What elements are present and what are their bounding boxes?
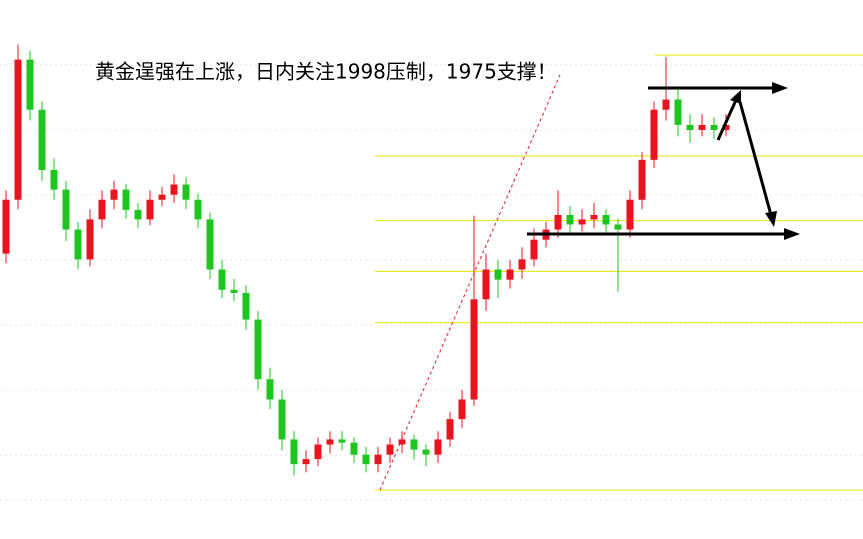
- candle-body: [2, 199, 10, 254]
- candle-body: [554, 214, 562, 230]
- candle-body: [434, 439, 442, 455]
- candle-body: [638, 159, 646, 200]
- candle-body: [662, 99, 670, 110]
- candle-body: [110, 189, 118, 200]
- candle-body: [14, 59, 22, 200]
- candle-body: [266, 379, 274, 400]
- arrows: [527, 82, 800, 240]
- candle-body: [602, 214, 610, 225]
- background-grid: [0, 64, 863, 501]
- candle-body: [590, 214, 598, 220]
- candle-body: [326, 439, 334, 445]
- candle-body: [350, 442, 358, 455]
- candle-body: [86, 219, 94, 260]
- candle-body: [530, 239, 538, 260]
- candle-body: [614, 224, 622, 230]
- candle-body: [230, 289, 238, 293]
- candle-body: [518, 259, 526, 270]
- candle-body: [254, 319, 262, 380]
- candle-body: [446, 419, 454, 440]
- candle-body: [458, 399, 466, 420]
- chart-title: 黄金逞强在上涨，日内关注1998压制，1975支撑！: [95, 60, 557, 84]
- candle-body: [194, 199, 202, 220]
- trend-line: [379, 74, 561, 491]
- candle-body: [470, 299, 478, 400]
- candle-body: [626, 199, 634, 230]
- candle-body: [206, 219, 214, 270]
- candle-body: [182, 184, 190, 200]
- candle-body: [566, 214, 574, 225]
- candle-body: [134, 209, 142, 220]
- candle-body: [158, 194, 166, 200]
- candle-body: [422, 449, 430, 455]
- candle-body: [146, 199, 154, 220]
- candle-body: [98, 199, 106, 220]
- candle-body: [218, 269, 226, 290]
- candle-body: [686, 124, 694, 130]
- candle-body: [302, 459, 310, 465]
- candle-body: [38, 109, 46, 170]
- candle-body: [362, 454, 370, 465]
- candle-body: [242, 292, 250, 320]
- candle-body: [338, 439, 346, 443]
- candle-body: [398, 439, 406, 445]
- candle-body: [482, 269, 490, 300]
- candle-body: [650, 109, 658, 160]
- candle-body: [698, 124, 706, 130]
- candle-body: [170, 184, 178, 195]
- candle-body: [674, 99, 682, 125]
- candle-body: [26, 59, 34, 110]
- candle-body: [494, 269, 502, 280]
- candle-body: [722, 124, 730, 130]
- candle-body: [50, 169, 58, 190]
- candle-body: [506, 269, 514, 280]
- candle-body: [62, 189, 70, 230]
- candle-body: [74, 229, 82, 260]
- candle-body: [386, 444, 394, 455]
- candle-body: [374, 454, 382, 465]
- candle-body: [410, 439, 418, 450]
- candle-body: [290, 439, 298, 465]
- candle-body: [122, 189, 130, 210]
- candle-body: [710, 124, 718, 130]
- candle-body: [278, 399, 286, 440]
- candle-body: [314, 444, 322, 460]
- candle-body: [578, 219, 586, 225]
